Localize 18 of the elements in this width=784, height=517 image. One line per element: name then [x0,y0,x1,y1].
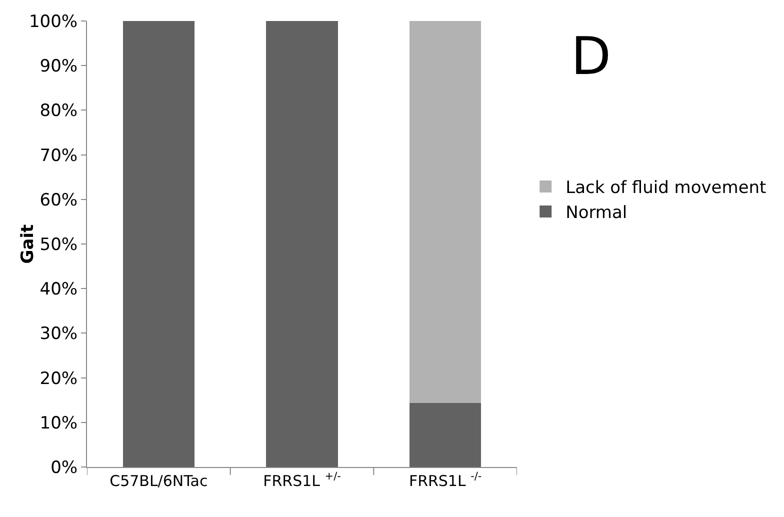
x-tick-label: FRRS1L $^{-/-}$ [408,470,482,490]
y-tick-label: 20% [40,368,78,389]
y-tick-label: 80% [40,101,78,122]
x-tick-label: C57BL/6NTac [110,472,208,490]
y-axis-title: Gait [18,224,38,264]
y-tick-label: 70% [40,146,78,166]
y-tick-label: 90% [40,56,78,77]
y-tick-label: 60% [40,190,78,210]
text: D [571,27,612,87]
y-tick-label: 40% [40,280,78,300]
legend-label: Normal [566,203,628,224]
y-tick-label: 0% [50,458,78,478]
legend-label: Lack of fluid movement [566,178,767,198]
y-tick-label: 50% [40,234,78,255]
y-tick-label: 30% [40,324,78,344]
y-tick-label: 100% [28,12,78,32]
x-tick-label: FRRS1L $^{+/-}$ [263,470,342,490]
y-tick-label: 10% [40,413,78,434]
